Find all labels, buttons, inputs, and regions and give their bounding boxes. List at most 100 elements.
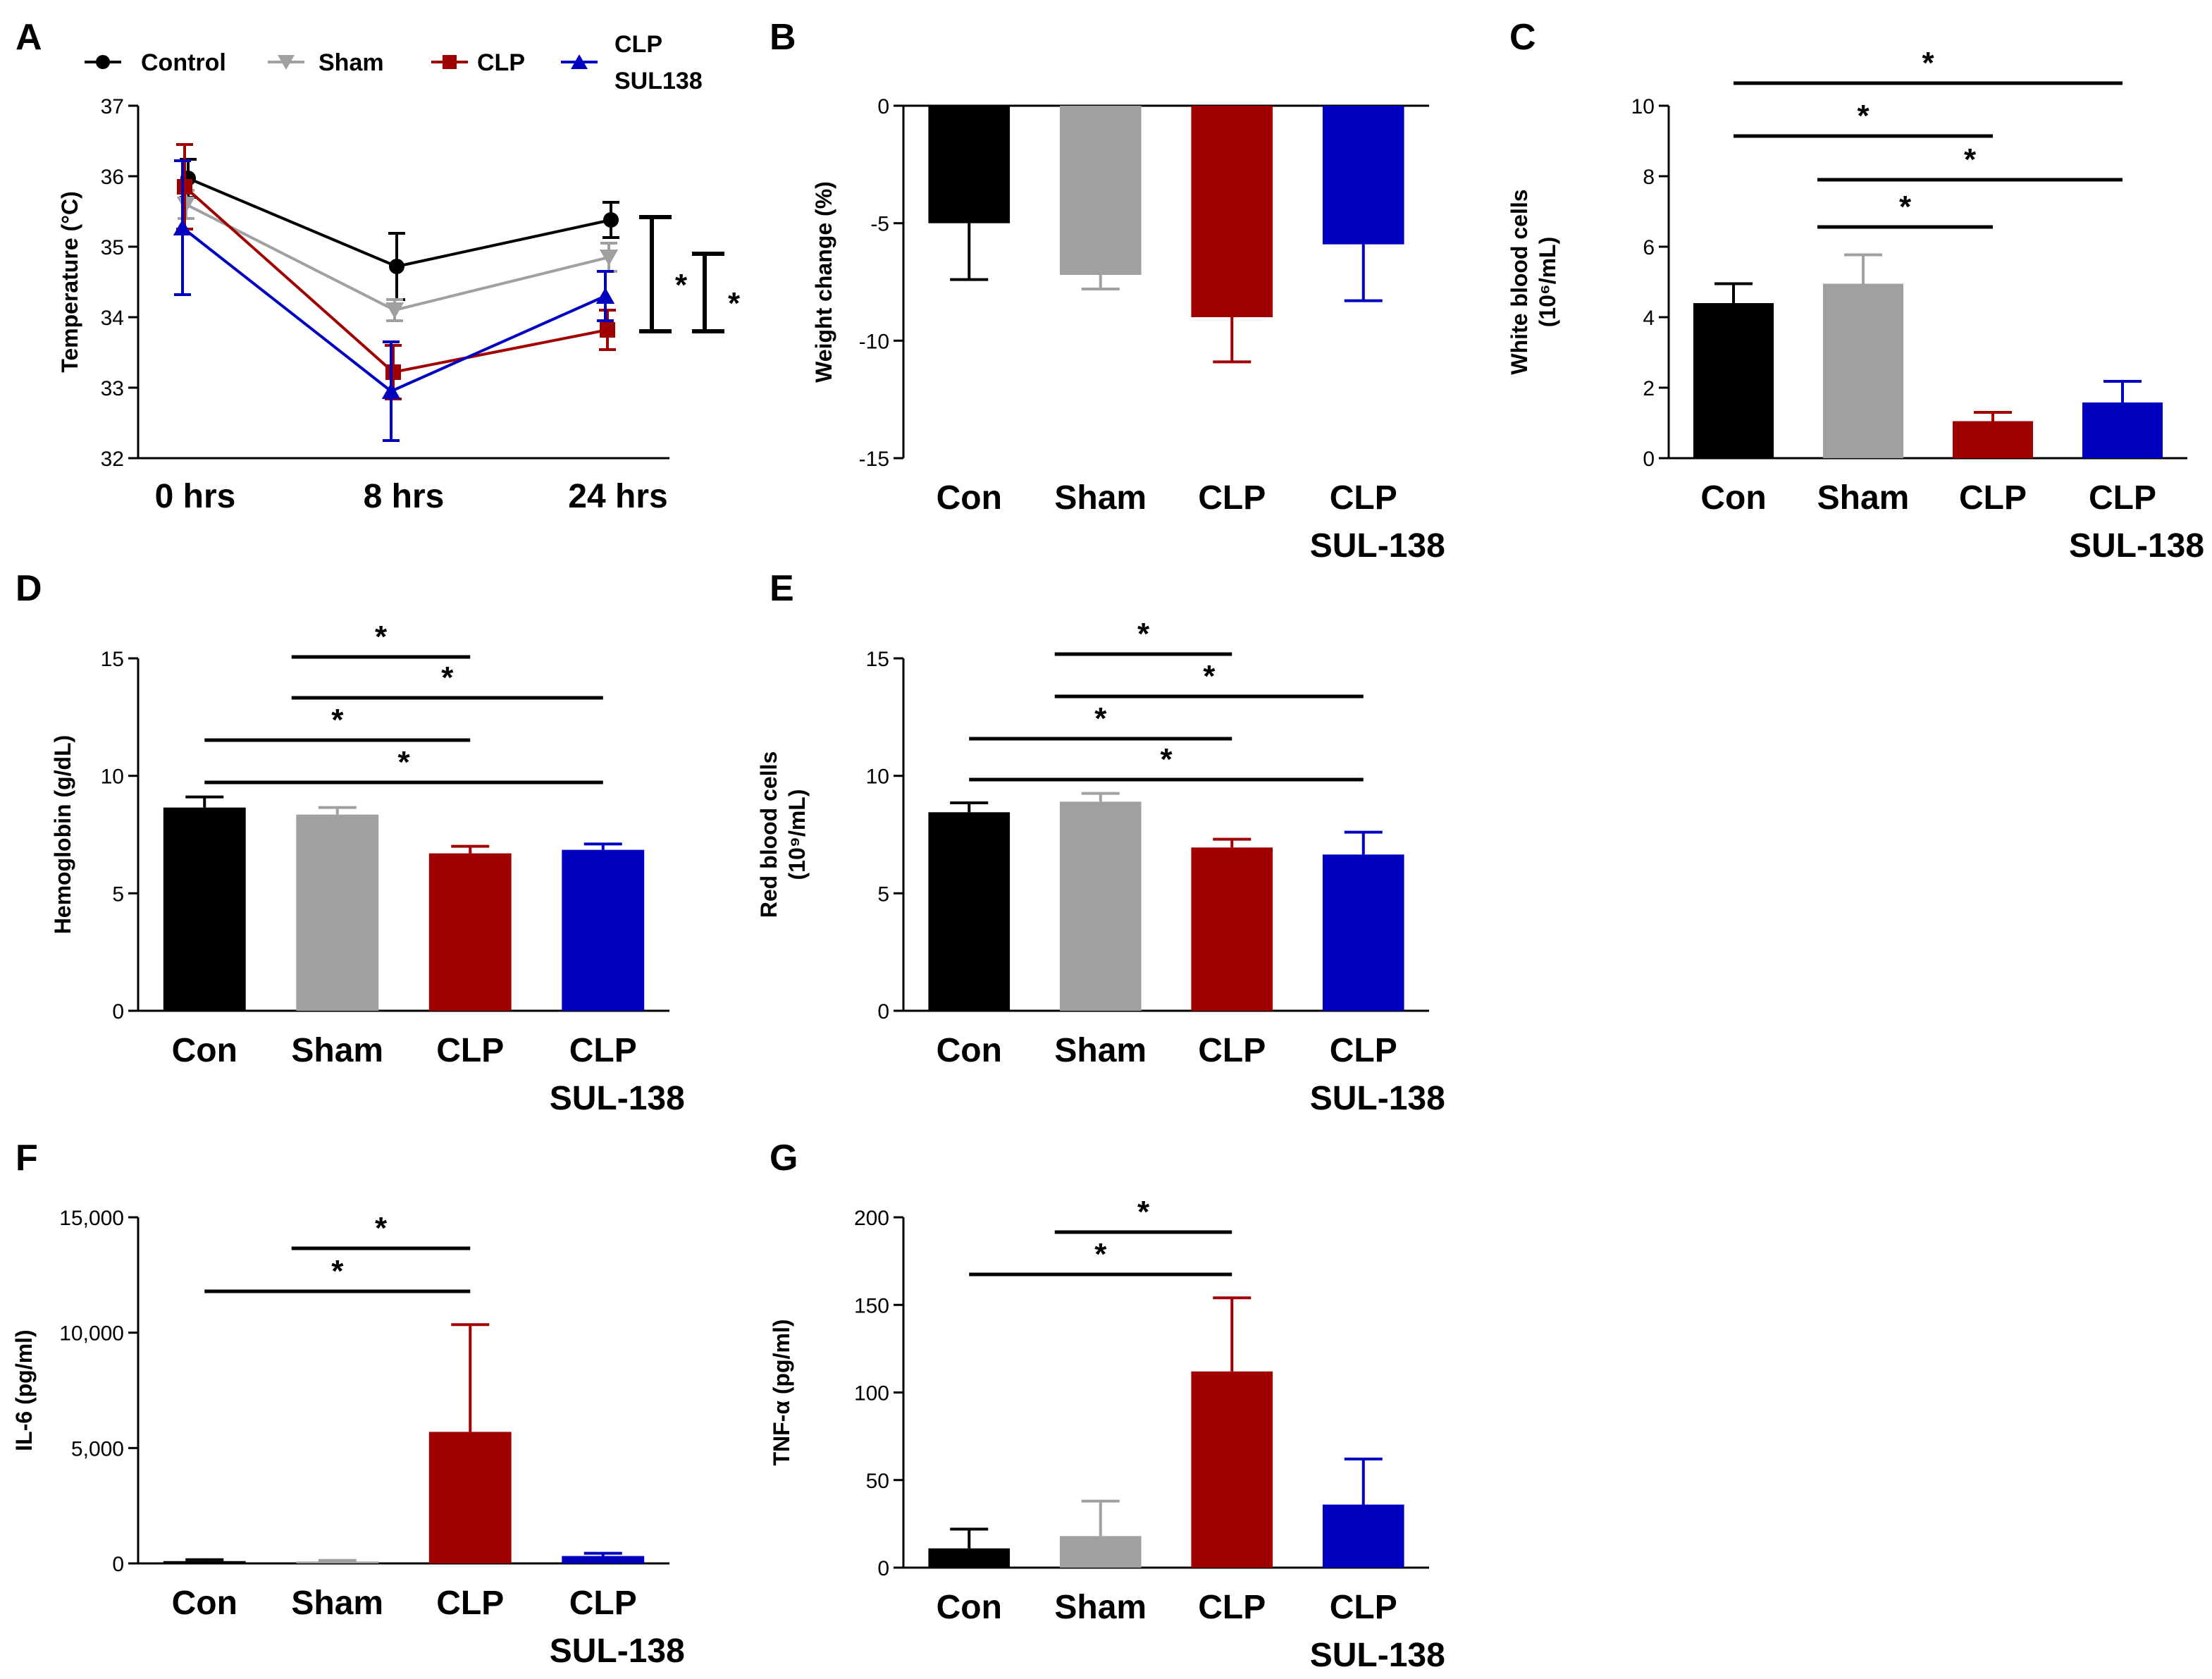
x-tick-label: CLP	[1330, 1032, 1397, 1069]
significance-star: *	[1094, 701, 1107, 736]
marker-circle	[96, 55, 110, 69]
significance-star: *	[1094, 1237, 1107, 1272]
significance-star: *	[1137, 617, 1150, 651]
panel-label: E	[770, 568, 794, 609]
y-axis-title-line1: Red blood cells	[756, 751, 781, 918]
marker-square	[385, 364, 401, 380]
y-tick-label: 10	[1631, 95, 1655, 118]
y-tick-label: 15	[101, 648, 124, 671]
y-axis-title: Weight change (%)	[811, 181, 836, 383]
bar-con	[928, 812, 1011, 1011]
y-tick-label: 6	[1643, 236, 1655, 259]
legend-label: Sham	[319, 49, 384, 76]
significance-star: *	[1922, 46, 1934, 80]
bar-con	[928, 1548, 1011, 1568]
panel-label: D	[16, 568, 42, 609]
y-tick-label: 34	[101, 307, 124, 330]
x-tick-label: Sham	[291, 1032, 383, 1069]
y-axis-title: Red blood cells (10⁹/mL)	[756, 751, 810, 918]
marker-circle	[603, 212, 619, 228]
x-tick-label: CLP	[1198, 1032, 1266, 1069]
y-tick-label: 200	[854, 1207, 889, 1230]
marker-triangle-down	[599, 250, 619, 266]
x-tick-label: Con	[172, 1585, 237, 1622]
y-tick-label: 150	[854, 1294, 889, 1317]
panel-label: F	[16, 1138, 38, 1179]
y-tick-label: 0	[877, 95, 889, 118]
y-tick-label: 5	[877, 882, 889, 906]
significance-star: *	[375, 1211, 388, 1246]
bar-clp-sul-138	[1322, 106, 1404, 245]
y-tick-label: 10	[866, 765, 889, 789]
panel-f: F 0 5,000 10,000 15,000 IL-6 (pg/ml) Con Sham CL…	[11, 1138, 685, 1670]
y-tick-label: -10	[859, 330, 889, 353]
significance-star: *	[1964, 142, 1977, 177]
x-tick-label: CLP	[436, 1032, 504, 1069]
bar-con	[928, 106, 1011, 223]
panel-c: C 0 2 4 6 8 10 White blood cells (10⁶/mL) Con Sham…	[1507, 17, 2204, 565]
y-tick-label: 0	[877, 1557, 889, 1580]
bar-con	[163, 807, 246, 1011]
y-axis-title: IL-6 (pg/ml)	[11, 1329, 37, 1451]
significance-star: *	[1203, 659, 1216, 694]
bar-clp-sul-138	[562, 1556, 645, 1563]
legend-label: CLP	[614, 31, 662, 58]
significance-star: *	[1137, 1195, 1150, 1229]
legend-label-line2: SUL138	[614, 68, 703, 94]
marker-triangle-up	[571, 54, 588, 69]
x-tick-label-line2: SUL-138	[550, 1632, 685, 1670]
panel-label: G	[770, 1138, 798, 1179]
y-axis-title: Hemoglobin (g/dL)	[50, 735, 75, 935]
panel-d: D 0 5 10 15 Hemoglobin (g/dL) Con Sham CLP CLP SUL…	[16, 568, 685, 1117]
x-tick-label-line2: SUL-138	[1310, 527, 1445, 565]
y-tick-label: 0	[877, 1000, 889, 1023]
y-axis-title-text: Temperature (°C)	[57, 191, 82, 373]
series-line-control	[187, 177, 612, 269]
legend: Control Sham CLP CLP SUL138	[85, 31, 703, 94]
panel-a: A 32 33 34 35 36 37 Temperature (°C) 0 hrs 8 hrs 2…	[16, 17, 741, 515]
y-axis-title-line1: White blood cells	[1507, 189, 1532, 374]
marker-square	[600, 322, 615, 338]
bar-clp-sul-138	[1322, 1504, 1404, 1568]
y-axis-title: White blood cells (10⁶/mL)	[1507, 189, 1560, 374]
x-tick-label: CLP	[1330, 479, 1397, 517]
bar-sham	[1059, 106, 1142, 275]
bar-con	[163, 1561, 246, 1563]
y-tick-label: 32	[101, 448, 124, 471]
marker-triangle-up	[595, 287, 615, 304]
y-tick-label: 50	[866, 1470, 889, 1493]
bar-clp	[1191, 1371, 1273, 1568]
significance-star: *	[1160, 742, 1173, 777]
x-tick-label-line2: SUL-138	[2069, 527, 2204, 565]
bar-con	[1693, 303, 1774, 458]
x-tick-label: Sham	[1054, 479, 1147, 517]
x-tick-label: Sham	[1054, 1589, 1147, 1626]
y-tick-label: 2	[1643, 377, 1655, 400]
marker-triangle-down	[278, 55, 295, 70]
bar-clp-sul-138	[1322, 854, 1404, 1011]
y-tick-label: 33	[101, 377, 124, 400]
significance-star: *	[441, 660, 454, 695]
y-tick-label: 5	[112, 882, 124, 906]
x-tick-label: 0 hrs	[155, 478, 236, 515]
marker-triangle-up	[173, 219, 192, 235]
y-tick-label: 5,000	[71, 1437, 124, 1460]
y-tick-label: 10,000	[59, 1322, 124, 1346]
x-tick-label: CLP	[1959, 479, 2027, 517]
bar-clp	[1191, 106, 1273, 317]
legend-label: CLP	[477, 49, 525, 76]
significance-star: *	[397, 745, 410, 780]
bar-sham	[296, 1561, 379, 1563]
y-tick-label: -5	[870, 213, 889, 236]
x-tick-label: 24 hrs	[568, 478, 667, 515]
bar-sham	[1059, 801, 1142, 1011]
y-tick-label: 0	[112, 1000, 124, 1023]
y-axis-title-line2: (10⁹/mL)	[784, 789, 810, 880]
x-tick-label-line2: SUL-138	[1310, 1637, 1445, 1674]
bar-sham	[1822, 283, 1904, 458]
bar-sham	[296, 814, 379, 1011]
marker-triangle-up	[381, 382, 401, 399]
marker-circle	[389, 259, 404, 274]
panel-label: A	[16, 17, 42, 58]
